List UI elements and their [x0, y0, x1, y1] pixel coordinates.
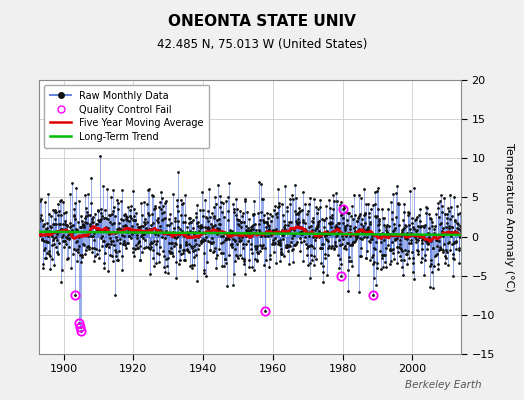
Text: ONEONTA STATE UNIV: ONEONTA STATE UNIV	[168, 14, 356, 29]
Y-axis label: Temperature Anomaly (°C): Temperature Anomaly (°C)	[505, 143, 515, 291]
Legend: Raw Monthly Data, Quality Control Fail, Five Year Moving Average, Long-Term Tren: Raw Monthly Data, Quality Control Fail, …	[44, 85, 210, 148]
Text: Berkeley Earth: Berkeley Earth	[406, 380, 482, 390]
Text: 42.485 N, 75.013 W (United States): 42.485 N, 75.013 W (United States)	[157, 38, 367, 51]
